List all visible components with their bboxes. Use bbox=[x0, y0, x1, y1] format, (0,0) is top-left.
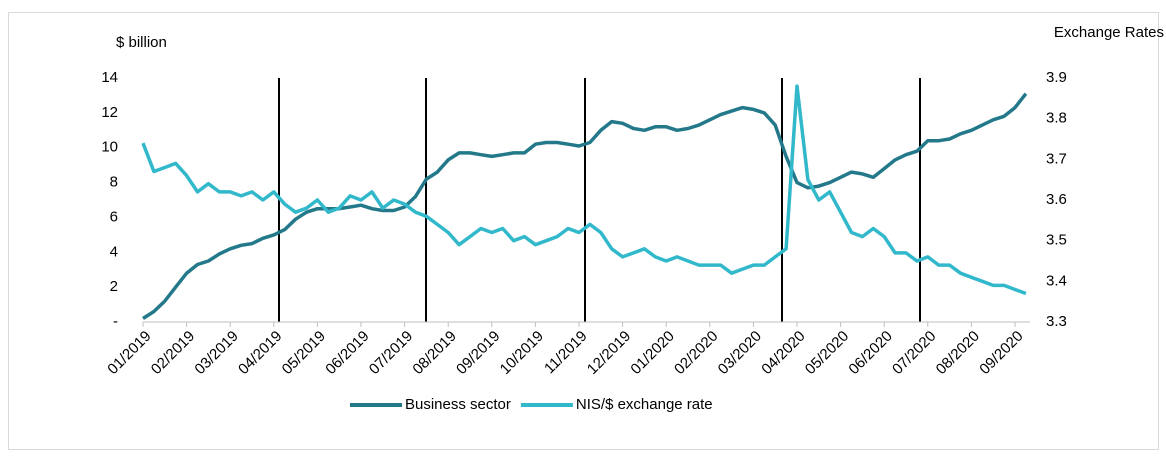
x-tick-label: 06/2020 bbox=[845, 328, 895, 378]
x-tick-label: 09/2019 bbox=[453, 328, 503, 378]
x-tick-label: 12/2019 bbox=[584, 328, 634, 378]
x-tick-label: 02/2020 bbox=[671, 328, 721, 378]
x-tick-label: 04/2020 bbox=[758, 328, 808, 378]
y-tick-label: 4 bbox=[110, 243, 118, 260]
y2-axis-title: Exchange Rates bbox=[1054, 24, 1164, 41]
x-tick-label: 11/2019 bbox=[541, 328, 591, 378]
event-lines bbox=[278, 78, 921, 322]
x-tick-label: 01/2020 bbox=[627, 328, 677, 378]
x-tick-label: 05/2020 bbox=[802, 328, 852, 378]
y2-tick-label: 3.9 bbox=[1046, 69, 1067, 86]
y2-tick-label: 3.3 bbox=[1046, 313, 1067, 330]
y-tick-label: - bbox=[113, 313, 118, 330]
x-tick-label: 07/2019 bbox=[366, 328, 416, 378]
x-tick-label: 06/2019 bbox=[322, 328, 372, 378]
chart-border bbox=[8, 12, 1159, 450]
legend-label: NIS/$ exchange rate bbox=[576, 396, 713, 413]
y2-tick-label: 3.7 bbox=[1046, 150, 1067, 167]
y2-tick-label: 3.4 bbox=[1046, 272, 1067, 289]
x-tick-label: 01/2019 bbox=[104, 328, 154, 378]
y-tick-label: 2 bbox=[110, 278, 118, 295]
series-line bbox=[142, 92, 1028, 320]
x-tick-label: 10/2019 bbox=[497, 328, 547, 378]
y-tick-label: 6 bbox=[110, 208, 118, 225]
x-tick-label: 05/2019 bbox=[279, 328, 329, 378]
x-tick-label: 04/2019 bbox=[235, 328, 285, 378]
x-tick-label: 02/2019 bbox=[148, 328, 198, 378]
y-tick-label: 10 bbox=[101, 139, 118, 156]
y2-tick-label: 3.6 bbox=[1046, 191, 1067, 208]
x-tick-label: 08/2019 bbox=[409, 328, 459, 378]
y-tick-label: 8 bbox=[110, 174, 118, 191]
series-line bbox=[141, 84, 1027, 296]
x-tick-label: 07/2020 bbox=[889, 328, 939, 378]
x-tick-label: 03/2019 bbox=[191, 328, 241, 378]
x-tick-label: 03/2020 bbox=[715, 328, 765, 378]
y-axis-title: $ billion bbox=[116, 34, 167, 51]
y-tick-label: 12 bbox=[101, 104, 118, 121]
x-tick-label: 08/2020 bbox=[933, 328, 983, 378]
y-tick-label: 14 bbox=[101, 69, 118, 86]
x-tick-label: 09/2020 bbox=[976, 328, 1026, 378]
legend-label: Business sector bbox=[405, 396, 511, 413]
y2-tick-label: 3.8 bbox=[1046, 110, 1067, 127]
y2-tick-label: 3.5 bbox=[1046, 232, 1067, 249]
